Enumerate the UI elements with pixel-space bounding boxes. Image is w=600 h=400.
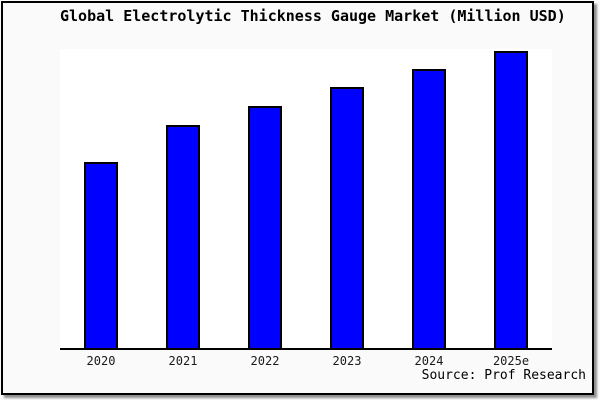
bar-2023 bbox=[330, 87, 364, 348]
plot-area bbox=[60, 49, 552, 350]
x-tick-label-2021: 2021 bbox=[168, 354, 198, 368]
chart-title: Global Electrolytic Thickness Gauge Mark… bbox=[60, 7, 566, 25]
bar-2024 bbox=[412, 69, 446, 348]
x-tick-label-2024: 2024 bbox=[414, 354, 444, 368]
bar-2025e bbox=[494, 51, 528, 348]
bar-2021 bbox=[166, 125, 200, 348]
bar-2020 bbox=[84, 162, 118, 348]
x-tick-label-2023: 2023 bbox=[332, 354, 362, 368]
source-credit: Source: Prof Research bbox=[421, 368, 586, 383]
bar-slot-2025e bbox=[470, 49, 552, 348]
x-tick-label-2025e: 2025e bbox=[492, 354, 530, 368]
bar-slot-2023 bbox=[306, 49, 388, 348]
bar-2022 bbox=[248, 106, 282, 348]
bar-slot-2022 bbox=[224, 49, 306, 348]
x-tick-label-2022: 2022 bbox=[250, 354, 280, 368]
x-axis-labels: 2020 2021 2022 2023 2024 2025e bbox=[60, 354, 552, 368]
bar-slot-2020 bbox=[60, 49, 142, 348]
x-tick-label-2020: 2020 bbox=[86, 354, 116, 368]
bar-slot-2021 bbox=[142, 49, 224, 348]
bar-slot-2024 bbox=[388, 49, 470, 348]
bars-container bbox=[60, 49, 552, 348]
